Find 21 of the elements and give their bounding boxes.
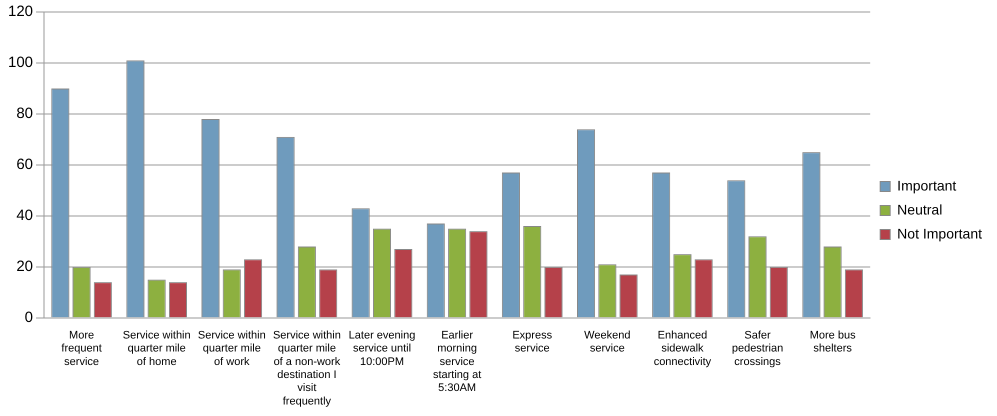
- y-tick-label: 120: [8, 3, 34, 20]
- y-tick-label: 20: [16, 258, 34, 275]
- x-tick-label: Service within quarter mile of home: [122, 329, 191, 368]
- y-tick-label: 60: [16, 156, 34, 174]
- x-tick-label: Service within quarter mile of a non-work destination I visit frequently: [272, 329, 341, 408]
- x-tick-label: Express service: [512, 329, 553, 355]
- x-tick-label: Earlier morning service starting at 5:30AM: [432, 329, 482, 394]
- x-tick-label: Later evening service until 10:00PM: [348, 329, 416, 368]
- x-tick-label: Service within quarter mile of work: [198, 329, 266, 368]
- x-tick-label: More frequent service: [61, 329, 102, 368]
- y-tick-label: 100: [8, 54, 34, 72]
- y-tick-label: 40: [16, 207, 34, 224]
- x-tick-label: Safer pedestrian crossings: [732, 329, 784, 368]
- y-tick-label: 80: [16, 105, 34, 122]
- y-tick-label: 0: [24, 308, 34, 326]
- x-tick-label: Enhanced sidewalk connectivity: [654, 329, 712, 368]
- x-tick-label: More bus shelters: [810, 329, 856, 355]
- legend-label: Not Important: [897, 225, 982, 242]
- x-tick-label: Weekend service: [584, 329, 630, 355]
- legend-label: Neutral: [897, 201, 942, 218]
- legend-label: Important: [897, 177, 956, 194]
